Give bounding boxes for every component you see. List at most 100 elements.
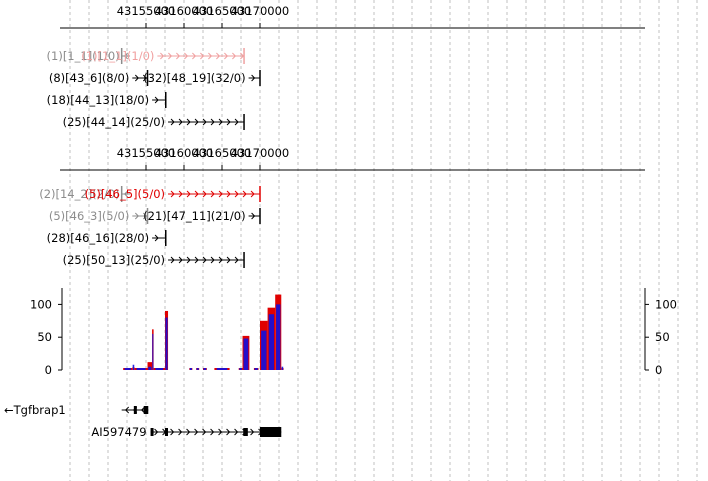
chevron-icon (154, 428, 159, 436)
chevron-icon (226, 190, 231, 198)
chevron-icon (154, 234, 159, 242)
chevron-icon (184, 52, 189, 60)
gene-exon (260, 427, 282, 437)
chevron-icon (134, 74, 140, 82)
chevron-icon (232, 52, 237, 60)
track-label: (8)[43_6](8/0) (49, 71, 129, 85)
gene-exon (143, 406, 149, 414)
coverage-bar-blue (196, 368, 199, 370)
chevron-icon (218, 118, 223, 126)
chevron-icon (216, 52, 221, 60)
read-track-panel-2: (2)[14_2](2/0)(5)[46_5](5/0) (5)[46_3](5/… (39, 186, 261, 268)
chevron-icon (134, 212, 140, 220)
coverage-bar-blue (268, 314, 275, 370)
gene-label: AI597479 (91, 425, 146, 439)
track-label: (1)[1_1](1/0) (81, 49, 154, 63)
track-label: (28)[46_16](28/0) (47, 231, 149, 245)
track-label: (21)[47_11](21/0) (143, 209, 245, 223)
coverage-bar-blue (239, 368, 242, 370)
coverage-bar-blue (216, 368, 228, 370)
chevron-icon (251, 74, 256, 82)
coverage-bar-blue (243, 338, 249, 370)
chevron-icon (194, 118, 199, 126)
track-label: (2)[14_2](2/0) (39, 187, 119, 201)
chevron-icon (234, 118, 239, 126)
chevron-icon (142, 74, 148, 82)
chevron-icon (234, 256, 239, 264)
track-label: (1)[1_1](1/0) (47, 49, 120, 63)
chevron-icon (140, 406, 146, 414)
coverage-tick-label: 100 (30, 297, 52, 311)
coverage-tick-label: 0 (655, 363, 662, 377)
coverage-bar-blue (148, 366, 152, 370)
chevron-icon (178, 256, 183, 264)
chevron-icon (170, 190, 175, 198)
chevron-icon (226, 118, 231, 126)
gene-exon (150, 428, 154, 436)
chevron-icon (178, 428, 183, 436)
read-track-panel-1: (1)[1_1](1/0)(1)[1_1](1/0) (8)[43_6](8/0)… (47, 48, 261, 130)
coverage-bar-blue (124, 368, 131, 370)
chevron-icon (202, 118, 207, 126)
chevron-icon (194, 428, 199, 436)
chevron-icon (210, 118, 215, 126)
chevron-icon (154, 96, 159, 104)
chevron-icon (218, 256, 223, 264)
coverage-bar-blue (136, 368, 146, 370)
coverage-bar-blue (165, 317, 168, 370)
track-label: (5)[46_5](5/0) (85, 187, 165, 201)
chevron-icon (123, 190, 129, 198)
chevron-icon (186, 256, 191, 264)
chevron-icon (242, 190, 247, 198)
coverage-bar-blue (155, 368, 164, 370)
chevron-icon (142, 212, 148, 220)
track-label: (5)[46_3](5/0) (49, 209, 129, 223)
track-label: (32)[48_19](32/0) (143, 71, 245, 85)
chevron-icon (194, 256, 199, 264)
axis-tick-label: 43170000 (231, 146, 290, 160)
axis-tick-label: 43165000 (193, 4, 252, 18)
axis-tick-label: 43155000 (117, 4, 176, 18)
track-label: (18)[44_13](18/0) (47, 93, 149, 107)
axis-tick-label: 43165000 (193, 146, 252, 160)
track-label: (25)[44_14](25/0) (63, 115, 165, 129)
chevron-icon (170, 118, 175, 126)
chevron-icon (202, 428, 207, 436)
coverage-bar-blue (189, 368, 192, 370)
chevron-icon (192, 52, 197, 60)
chevron-icon (202, 256, 207, 264)
chevron-icon (224, 52, 229, 60)
grid-lines (69, 0, 698, 481)
gene-exon (133, 406, 137, 414)
chevron-icon (218, 190, 223, 198)
chevron-icon (168, 52, 173, 60)
chevron-icon (178, 118, 183, 126)
chevron-icon (210, 428, 215, 436)
chevron-icon (123, 52, 129, 60)
coverage-bar-blue (276, 304, 281, 370)
chevron-icon (250, 428, 255, 436)
chevron-icon (240, 52, 245, 60)
chevron-icon (250, 190, 255, 198)
chevron-icon (234, 428, 239, 436)
chevron-icon (208, 52, 213, 60)
chevron-icon (202, 190, 207, 198)
coverage-bar-red (147, 362, 153, 370)
chevron-icon (234, 190, 239, 198)
chevron-icon (176, 52, 181, 60)
coverage-bar-blue (254, 368, 258, 370)
gene-exon (165, 428, 168, 436)
chevron-icon (186, 190, 191, 198)
coverage-tick-label: 0 (45, 363, 52, 377)
chevron-icon (218, 428, 223, 436)
gene-exon (243, 428, 248, 436)
chevron-icon (226, 428, 231, 436)
axis-tick-label: 43170000 (231, 4, 290, 18)
axis-tick-label: 43155000 (117, 146, 176, 160)
gene-annotation-track: ←Tgfbrap1 AI597479 (4, 403, 282, 439)
chevron-icon (200, 52, 205, 60)
chevron-icon (170, 428, 175, 436)
coverage-bar-blue (203, 368, 207, 370)
